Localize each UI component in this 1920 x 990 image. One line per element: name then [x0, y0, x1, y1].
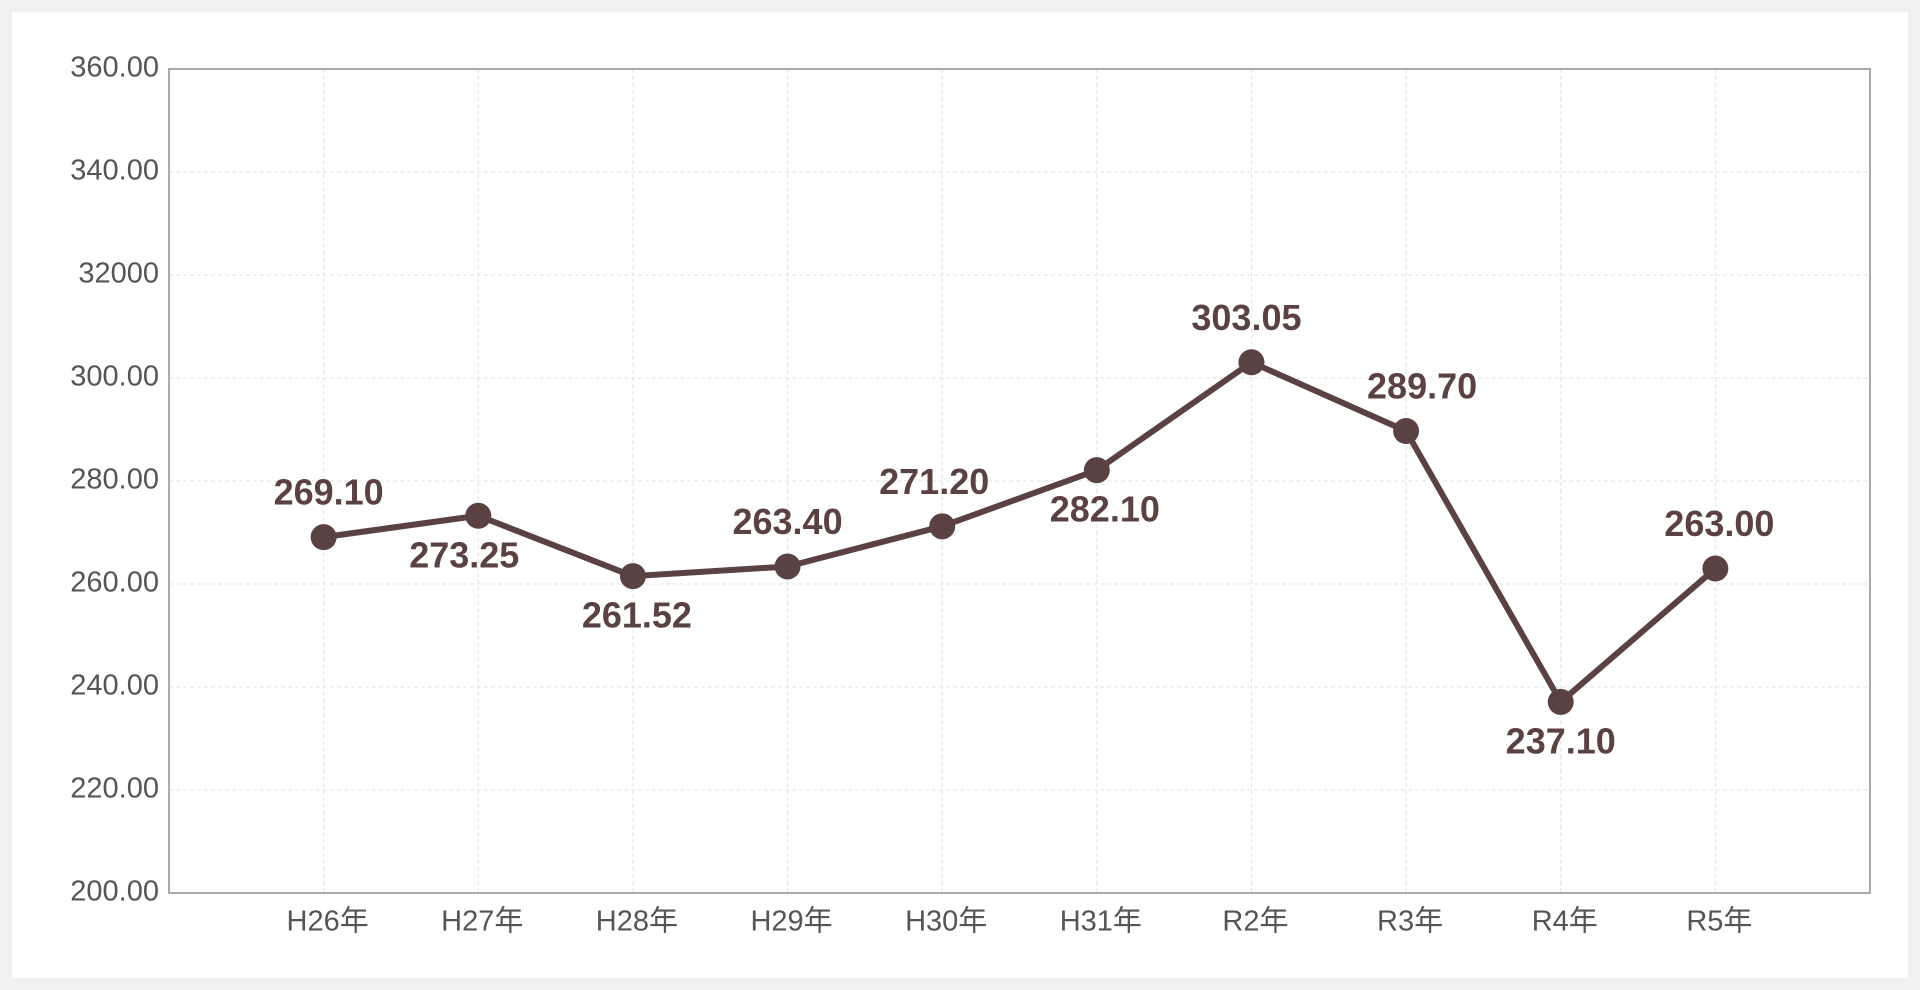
line — [323, 359, 1718, 705]
x-tick-label: R5年 — [1686, 905, 1752, 938]
y-tick-label: 280.00 — [70, 464, 159, 496]
y-tick-label: 360.00 — [70, 52, 159, 84]
point — [619, 563, 646, 590]
point — [310, 524, 337, 551]
x-tick-label: H30年 — [905, 905, 987, 938]
x-tick-label: H29年 — [750, 905, 832, 938]
y-tick-label: 220.00 — [70, 773, 159, 805]
panel — [12, 12, 1908, 978]
point — [774, 553, 801, 580]
point — [1083, 457, 1110, 484]
y-tick-label: 300.00 — [70, 361, 159, 393]
x-tick-label: R4年 — [1532, 905, 1598, 938]
point — [1393, 418, 1420, 445]
x-tick-label: R3年 — [1377, 905, 1443, 938]
value-label: 289.70 — [1367, 366, 1477, 407]
value-label: 261.52 — [582, 595, 692, 636]
y-tick-label: 32000 — [78, 258, 159, 290]
point — [929, 513, 956, 540]
y-tick-label: 260.00 — [70, 567, 159, 599]
point — [1238, 349, 1265, 376]
value-label: 273.25 — [409, 534, 519, 575]
value-label: 271.20 — [879, 461, 989, 502]
x-tick-label: H28年 — [596, 905, 678, 938]
value-label: 269.10 — [274, 472, 384, 513]
y-tick-label: 240.00 — [70, 670, 159, 702]
value-label: 303.05 — [1191, 297, 1301, 338]
value-label: 263.40 — [732, 501, 842, 542]
y-tick-label: 340.00 — [70, 155, 159, 187]
point — [465, 502, 492, 529]
x-tick-label: R2年 — [1222, 905, 1288, 938]
x-tick-label: H31年 — [1060, 905, 1142, 938]
point — [1547, 688, 1574, 715]
x-tick-label: H26年 — [287, 905, 369, 938]
x-tick-label: H27年 — [441, 905, 523, 938]
value-label: 237.10 — [1506, 720, 1616, 761]
value-label: 282.10 — [1050, 489, 1160, 530]
plot-frame — [168, 68, 1871, 894]
y-tick-label: 200.00 — [70, 876, 159, 908]
point — [1702, 555, 1729, 582]
value-label: 263.00 — [1664, 503, 1774, 544]
